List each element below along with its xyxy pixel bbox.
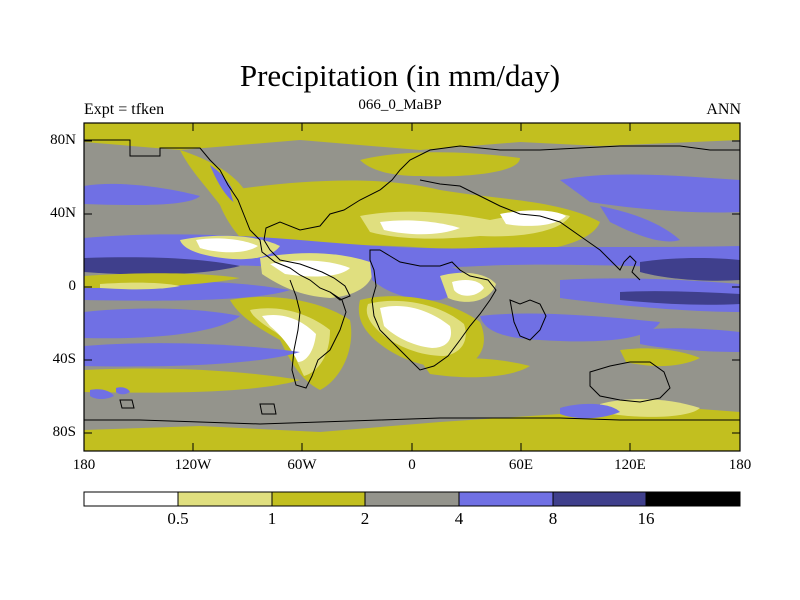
- precipitation-field: [84, 123, 740, 451]
- y-tick-80s: 80S: [52, 424, 76, 440]
- colorbar-label-2: 2: [360, 509, 370, 528]
- y-tick-80n: 80N: [50, 132, 76, 148]
- colorbar-label-8: 8: [548, 509, 558, 528]
- colorbar-label-1: 1: [267, 509, 277, 528]
- colorbar-label-4: 4: [454, 509, 464, 528]
- colorbar-bin-7: [645, 491, 741, 507]
- colorbar-bin-6: [552, 491, 647, 507]
- x-tick-0: 0: [408, 457, 416, 473]
- axis-ticks: [83, 123, 741, 451]
- colorbar-bin-2: [177, 491, 273, 507]
- coastlines: [84, 139, 740, 425]
- x-tick-60e: 60E: [508, 457, 534, 473]
- x-tick-120w: 120W: [174, 457, 212, 473]
- colorbar-bin-4: [364, 491, 460, 507]
- y-tick-40s: 40S: [52, 351, 76, 367]
- colorbar-bin-5: [458, 491, 554, 507]
- map-title: Precipitation (in mm/day): [239, 58, 561, 93]
- x-tick-120e: 120E: [614, 457, 646, 473]
- time-period-label: 066_0_MaBP: [358, 97, 442, 113]
- colorbar-bin-1: [83, 491, 179, 507]
- colorbar-bin-3: [271, 491, 366, 507]
- x-tick-60w: 60W: [287, 457, 317, 473]
- season-label: ANN: [706, 101, 741, 118]
- y-tick-equator: 0: [68, 278, 77, 294]
- y-tick-40n: 40N: [50, 205, 76, 221]
- colorbar-label-0-5: 0.5: [167, 509, 189, 528]
- colorbar: [83, 491, 741, 507]
- experiment-label: Expt = tfken: [84, 101, 165, 118]
- x-tick-180w: 180: [72, 457, 96, 473]
- x-tick-180e: 180: [728, 457, 752, 473]
- colorbar-label-16: 16: [637, 509, 655, 528]
